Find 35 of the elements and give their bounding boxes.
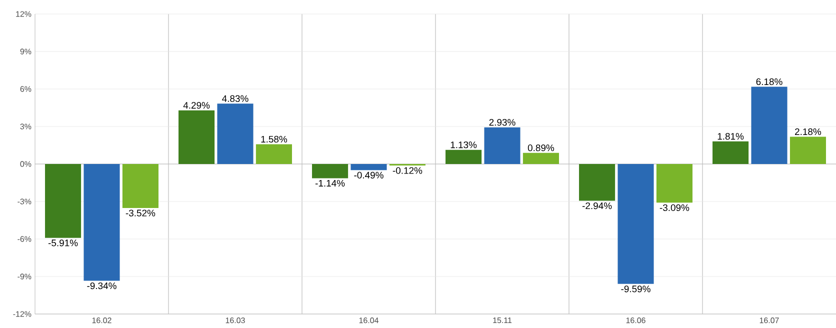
data-label: -2.94% (582, 202, 612, 210)
bar (217, 104, 254, 164)
bar (618, 164, 654, 284)
data-label: -1.14% (315, 180, 345, 187)
bar (122, 164, 158, 208)
data-label: -5.91% (48, 240, 78, 246)
data-label: 1.81% (718, 132, 744, 140)
bar (178, 110, 215, 164)
bar (656, 164, 692, 203)
data-label: 6.18% (756, 78, 782, 86)
bar (84, 164, 120, 281)
bar (350, 164, 387, 170)
bar (579, 164, 616, 201)
data-label: 4.29% (183, 102, 210, 109)
bar (312, 164, 348, 178)
bar (446, 150, 482, 164)
data-label: 2.18% (795, 128, 822, 136)
data-label: -3.52% (126, 210, 156, 216)
bar (522, 152, 559, 164)
data-label: -9.34% (87, 282, 116, 290)
data-label: -3.09% (660, 204, 690, 212)
data-label: 2.93% (489, 118, 516, 126)
bar (751, 86, 788, 164)
data-label: 1.13% (450, 141, 477, 148)
data-label: -9.59% (621, 286, 650, 292)
data-label: -0.49% (354, 172, 384, 179)
data-label: -0.12% (392, 167, 422, 174)
data-label: 4.83% (222, 95, 248, 102)
data-label: 1.58% (261, 136, 288, 143)
data-label: 0.89% (528, 144, 554, 152)
bar (790, 136, 826, 164)
bar (45, 164, 82, 238)
bar (484, 127, 520, 164)
bar (712, 141, 749, 164)
bar (256, 144, 292, 164)
